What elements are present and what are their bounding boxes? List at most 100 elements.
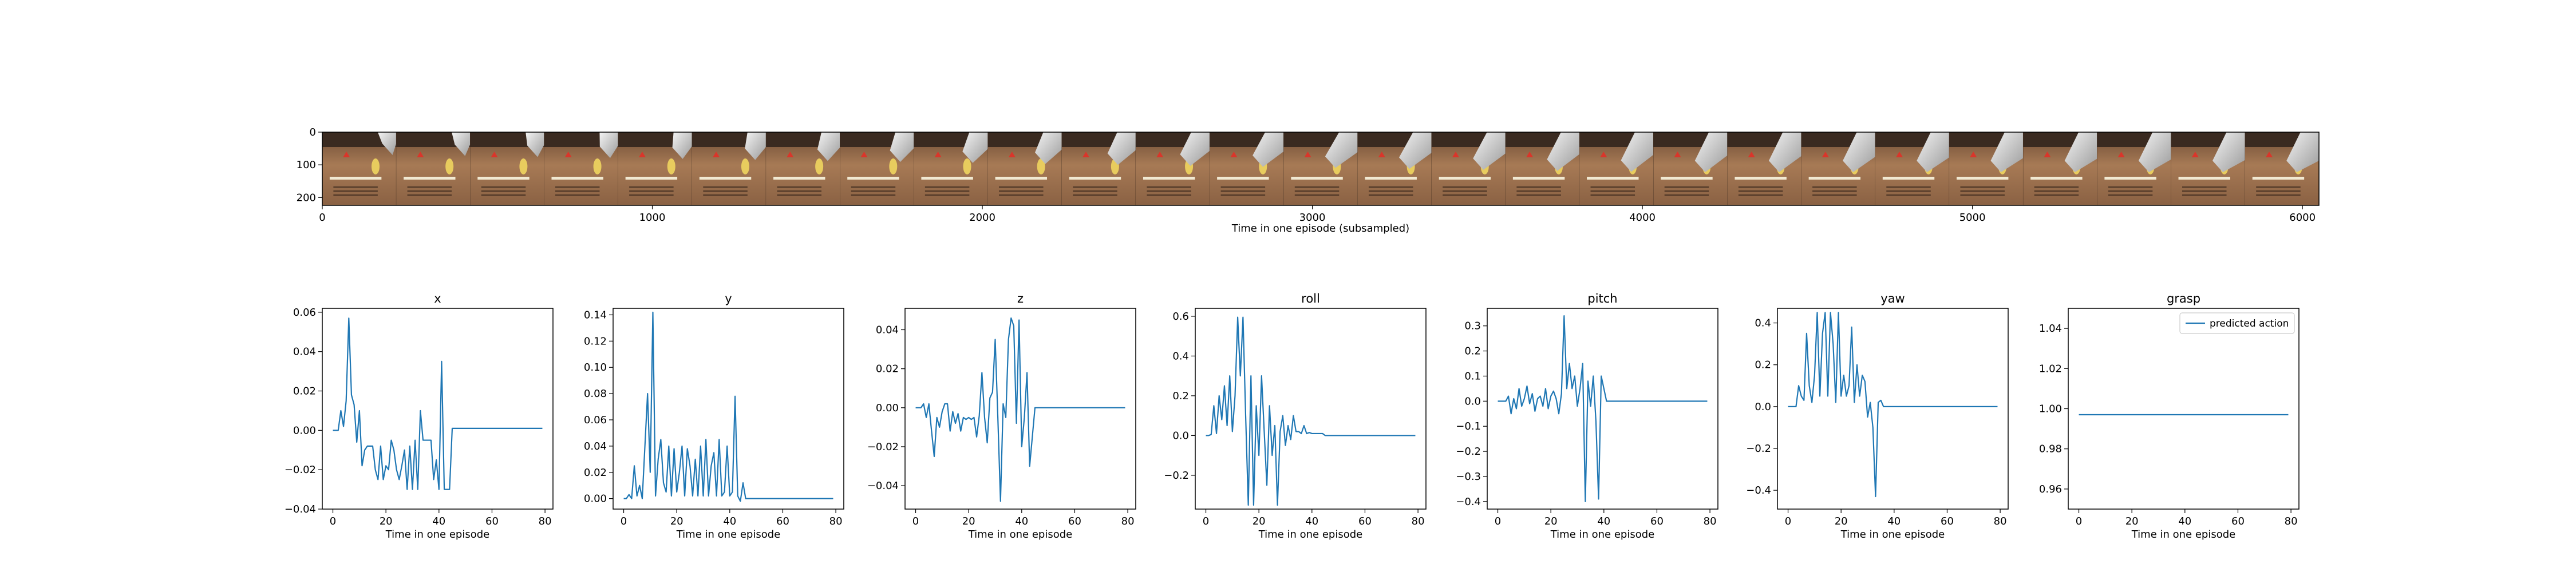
frame-robot-arm xyxy=(1694,132,1728,172)
frame-red-marker xyxy=(1526,152,1534,157)
subplot-x: x 0 20 40 60 80 −0.04 −0.02 0.00 0.02 0.04 0.06 Time… xyxy=(285,292,554,541)
filmstrip-frame xyxy=(914,132,988,205)
filmstrip-frame-border xyxy=(322,132,2320,206)
x-tick-label: 60 xyxy=(1941,515,1954,527)
frame-print-text xyxy=(1664,194,1709,196)
x-tick-label: 40 xyxy=(1305,515,1318,527)
subplot-frame xyxy=(1487,308,1718,510)
y-tick-label: 0.10 xyxy=(584,362,607,374)
y-tick-label: 0.04 xyxy=(293,346,316,358)
frame-red-marker xyxy=(1452,152,1459,157)
filmstrip-frame xyxy=(1727,132,1802,205)
frame-robot-arm xyxy=(1035,132,1062,164)
frame-robot-arm xyxy=(672,132,692,159)
frame-paper-strip xyxy=(1143,177,1195,180)
x-tick-label: 80 xyxy=(1412,515,1425,527)
y-tick-label: −0.02 xyxy=(285,464,316,476)
subplot-yaw: yaw 0 20 40 60 80 −0.4 −0.2 0.0 0.2 0.4 Time in one… xyxy=(1746,292,2009,541)
x-tick-label: 80 xyxy=(539,515,552,527)
frame-paper-strip xyxy=(1069,177,1121,180)
frame-print-text xyxy=(2108,190,2153,192)
filmstrip-frame xyxy=(1801,132,1876,205)
x-tick-label: 60 xyxy=(1358,515,1372,527)
filmstrip-x-tick-label: 0 xyxy=(319,212,325,224)
frame-yellow-object xyxy=(963,158,971,174)
filmstrip-frame xyxy=(987,132,1062,205)
frame-red-marker xyxy=(2044,152,2051,157)
frame-print-text xyxy=(407,186,452,188)
frame-print-text xyxy=(1516,190,1561,192)
filmstrip-frame xyxy=(766,132,840,205)
frame-paper-strip xyxy=(2178,177,2230,180)
y-tick-label: 0.0 xyxy=(1755,401,1771,413)
frame-paper-strip xyxy=(995,177,1048,180)
frame-print-text xyxy=(629,194,674,196)
y-tick-label: 0.2 xyxy=(1464,345,1481,357)
frame-yellow-object xyxy=(593,158,602,174)
frame-red-marker xyxy=(787,152,794,157)
frame-paper-strip xyxy=(921,177,973,180)
x-tick-label: 60 xyxy=(1650,515,1664,527)
frame-red-marker xyxy=(1008,152,1016,157)
frame-red-marker xyxy=(491,152,498,157)
subplot-roll: roll 0 20 40 60 80 −0.2 0.0 0.2 0.4 0.6 Time in one… xyxy=(1164,292,1427,541)
frame-print-text xyxy=(1738,194,1783,196)
frame-print-text xyxy=(1294,194,1340,196)
filmstrip-y-tick-label: 0 xyxy=(310,126,316,138)
frame-yellow-object xyxy=(741,158,749,174)
x-tick-label: 20 xyxy=(1835,515,1848,527)
frame-print-text xyxy=(1960,190,2005,192)
x-tick-label: 0 xyxy=(330,515,336,527)
frame-print-text xyxy=(2034,186,2079,188)
frame-red-marker xyxy=(1082,152,1090,157)
frame-red-marker xyxy=(564,152,572,157)
frame-red-marker xyxy=(1970,152,1977,157)
filmstrip-x-tick-label: 4000 xyxy=(1629,212,1656,224)
frame-print-text xyxy=(1073,194,1117,196)
x-axis-label: Time in one episode xyxy=(1840,529,1945,541)
frame-print-text xyxy=(999,194,1044,196)
frame-print-text xyxy=(2182,194,2227,196)
y-tick-label: 0.00 xyxy=(584,493,607,505)
frame-print-text xyxy=(1147,194,1191,196)
frame-print-text xyxy=(2034,190,2079,192)
frame-robot-arm xyxy=(526,132,544,157)
frame-paper-strip xyxy=(1956,177,2009,180)
filmstrip-frame xyxy=(1283,132,1358,205)
y-tick-label: 0.02 xyxy=(293,386,316,398)
y-tick-label: 0.06 xyxy=(584,414,607,426)
y-tick-label: −0.2 xyxy=(1456,446,1481,458)
y-tick-label: −0.3 xyxy=(1456,471,1481,483)
x-tick-label: 80 xyxy=(1121,515,1135,527)
filmstrip-axes: 0 1000 2000 3000 4000 5000 6000 0 100 200 Time i… xyxy=(297,126,2320,235)
frame-print-text xyxy=(999,190,1044,192)
x-tick-label: 40 xyxy=(2178,515,2191,527)
series-line-predicted-action xyxy=(915,317,1125,502)
frame-print-text xyxy=(1886,190,1931,192)
frame-paper-strip xyxy=(1439,177,1491,180)
frame-yellow-object xyxy=(519,158,528,174)
frame-print-text xyxy=(481,186,526,188)
frame-print-text xyxy=(1812,194,1857,196)
x-tick-label: 80 xyxy=(829,515,843,527)
x-axis-label: Time in one episode xyxy=(1258,529,1363,541)
frame-print-text xyxy=(333,190,378,192)
frame-paper-strip xyxy=(847,177,899,180)
action-subplots: x0 20 40 60 80−0.04−0.020.000.020.040.06Time… xyxy=(285,292,2300,541)
frame-robot-arm xyxy=(1768,132,1801,172)
legend: predicted action xyxy=(2179,312,2295,334)
series-line-predicted-action xyxy=(1206,316,1416,506)
y-tick-label: −0.04 xyxy=(867,480,899,492)
frame-print-text xyxy=(1812,186,1857,188)
y-tick-label: −0.4 xyxy=(1746,484,1771,496)
frame-robot-arm xyxy=(377,132,397,155)
filmstrip-frame xyxy=(1949,132,2024,205)
filmstrip-frame xyxy=(1579,132,1654,205)
legend-box xyxy=(2179,312,2295,334)
frame-yellow-object xyxy=(889,158,898,174)
filmstrip-frame xyxy=(1210,132,1284,205)
frame-paper-strip xyxy=(1512,177,1565,180)
frame-red-marker xyxy=(1156,152,1164,157)
frame-paper-strip xyxy=(1808,177,1861,180)
frame-print-text xyxy=(1516,194,1561,196)
